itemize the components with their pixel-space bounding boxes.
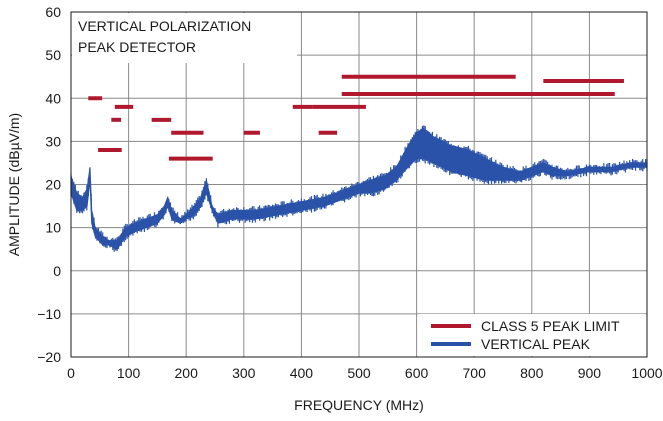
- x-tick-label: 900: [578, 365, 602, 381]
- legend-label-class5-peak-limit: CLASS 5 PEAK LIMIT: [481, 318, 620, 334]
- annotation-line-2: PEAK DETECTOR: [78, 39, 196, 55]
- x-tick-label: 700: [463, 365, 487, 381]
- legend-label-vertical-peak: VERTICAL PEAK: [481, 336, 591, 352]
- x-tick-label: 600: [405, 365, 429, 381]
- y-axis-title: AMPLITUDE (dBµV/m): [6, 113, 22, 256]
- x-tick-label: 100: [117, 365, 141, 381]
- y-tick-labels: −20 −10 0 10 20 30 40 50 60: [37, 4, 61, 365]
- y-tick-label: 50: [45, 47, 61, 63]
- x-tick-labels: 0 100 200 300 400 500 600 700 800 900 1000: [67, 365, 663, 381]
- y-tick-label: 60: [45, 4, 61, 20]
- x-tick-label: 200: [175, 365, 199, 381]
- x-axis-title: FREQUENCY (MHz): [294, 397, 424, 413]
- legend: CLASS 5 PEAK LIMIT VERTICAL PEAK: [418, 314, 646, 356]
- y-tick-label: 40: [45, 90, 61, 106]
- x-tick-label: 500: [347, 365, 371, 381]
- x-tick-label: 300: [232, 365, 256, 381]
- x-tick-label: 400: [290, 365, 314, 381]
- x-tick-label: 800: [520, 365, 544, 381]
- annotation-box: [72, 13, 297, 63]
- x-tick-label: 0: [67, 365, 75, 381]
- series-class5-peak-limit: [88, 74, 624, 161]
- y-tick-label: −10: [37, 306, 61, 322]
- plot-frame: [70, 11, 648, 358]
- y-tick-label: −20: [37, 349, 61, 365]
- y-tick-label: 30: [45, 133, 61, 149]
- annotation-line-1: VERTICAL POLARIZATION: [78, 18, 251, 34]
- plot-border: [70, 11, 648, 358]
- y-tick-label: 0: [53, 263, 61, 279]
- y-tick-label: 20: [45, 177, 61, 193]
- x-tick-label: 1000: [631, 365, 662, 381]
- y-tick-label: 10: [45, 220, 61, 236]
- legend-background: [418, 314, 646, 356]
